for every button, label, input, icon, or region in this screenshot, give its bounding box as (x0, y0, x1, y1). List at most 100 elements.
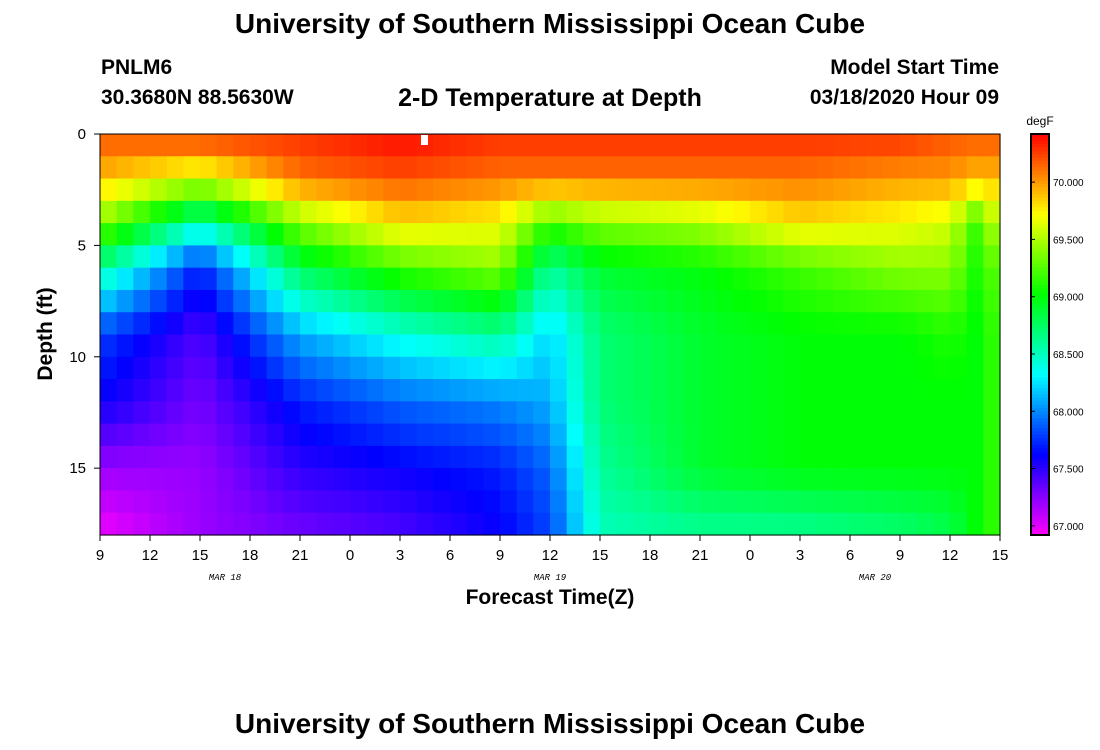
colorbar-segment (1031, 301, 1049, 306)
heatmap-cell (583, 289, 601, 313)
heatmap-cell (933, 423, 951, 447)
heatmap-cell (783, 445, 801, 469)
heatmap-cell (383, 289, 401, 313)
heatmap-cell (933, 289, 951, 313)
heatmap-cell (183, 468, 201, 492)
heatmap-cell (383, 512, 401, 536)
heatmap-cell (933, 490, 951, 514)
heatmap-cell (900, 312, 918, 336)
colorbar-segment (1031, 474, 1049, 479)
heatmap-cell (333, 267, 351, 291)
colorbar-segment (1031, 418, 1049, 422)
heatmap-cell (683, 468, 701, 492)
main-title: University of Southern Mississippi Ocean… (234, 8, 866, 39)
heatmap-cell (816, 468, 834, 492)
heatmap-cell (666, 379, 684, 402)
x-tick-label: 9 (496, 547, 504, 564)
heatmap-cell (483, 512, 501, 536)
heatmap-cell (250, 379, 268, 402)
heatmap-cell (400, 156, 418, 180)
heatmap-cell (716, 445, 734, 469)
heatmap-cell (700, 267, 718, 291)
heatmap-cell (566, 356, 584, 380)
heatmap-cell (100, 423, 118, 447)
heatmap-cell (916, 200, 934, 224)
heatmap-cell (566, 445, 584, 469)
heatmap-cell (916, 134, 934, 157)
heatmap-cell (433, 178, 451, 202)
heatmap-cell (233, 200, 251, 224)
colorbar: 67.000 67.500 68.000 68.500 69.000 69.500 70.0… (1026, 114, 1084, 536)
heatmap-cell (916, 312, 934, 336)
colorbar-segment (1031, 381, 1049, 386)
heatmap-cell (450, 490, 468, 514)
heatmap-cell (616, 468, 634, 492)
colorbar-frame (1030, 133, 1050, 536)
heatmap-cell (666, 156, 684, 180)
heatmap-cell (250, 223, 268, 246)
heatmap-cell (333, 334, 351, 358)
heatmap-cell (616, 312, 634, 336)
heatmap-cell (500, 379, 518, 402)
heatmap-cell (616, 490, 634, 514)
heatmap-cell (216, 178, 234, 202)
colorbar-segment (1031, 471, 1049, 476)
heatmap-cell (400, 134, 418, 157)
heatmap-cell (333, 156, 351, 180)
heatmap-cell (983, 445, 1001, 469)
colorbar-segment (1031, 234, 1049, 239)
heatmap-cell (866, 134, 884, 157)
heatmap-cell (216, 245, 234, 269)
heatmap-cell (466, 289, 484, 313)
heatmap-cell (566, 178, 584, 202)
heatmap-cell (600, 312, 618, 336)
colorbar-segment (1031, 267, 1049, 272)
heatmap-cell (966, 423, 984, 447)
heatmap-cell (250, 267, 268, 291)
heatmap-cell (850, 267, 868, 291)
heatmap-cell (833, 490, 851, 514)
heatmap-cell (750, 156, 768, 180)
colorbar-segment (1031, 387, 1049, 392)
colorbar-segment (1031, 224, 1049, 229)
heatmap-cell (683, 445, 701, 469)
heatmap-cell (116, 200, 134, 224)
heatmap-cell (783, 267, 801, 291)
heatmap-cell (283, 334, 301, 358)
heatmap-cell (316, 223, 334, 246)
x-tick-label: 6 (446, 547, 454, 564)
heatmap-cell (883, 200, 901, 224)
heatmap-cell (116, 267, 134, 291)
x-axis-label: Forecast Time(Z) (466, 586, 635, 609)
heatmap-cell (866, 312, 884, 336)
heatmap-cell (216, 223, 234, 246)
heatmap-cell (650, 178, 668, 202)
heatmap-cell (466, 156, 484, 180)
heatmap-cell (883, 289, 901, 313)
heatmap-cell (666, 468, 684, 492)
heatmap-cell (766, 356, 784, 380)
colorbar-segment (1031, 314, 1049, 319)
heatmap-cell (900, 223, 918, 246)
colorbar-segment (1031, 498, 1049, 503)
heatmap-cell (200, 401, 218, 425)
heatmap-cell (300, 223, 318, 246)
heatmap-cell (250, 468, 268, 492)
heatmap-cell (150, 156, 168, 180)
heatmap-cell (583, 334, 601, 358)
heatmap-cell (183, 490, 201, 514)
heatmap-cell (500, 134, 518, 157)
heatmap-cell (316, 379, 334, 402)
heatmap-cell (300, 289, 318, 313)
heatmap-cell (133, 468, 151, 492)
heatmap-cell (916, 490, 934, 514)
heatmap-cell (133, 423, 151, 447)
heatmap-cell (550, 200, 568, 224)
heatmap-cell (100, 156, 118, 180)
colorbar-segment (1031, 164, 1049, 169)
heatmap-cell (400, 334, 418, 358)
y-tick-label: 15 (69, 460, 86, 477)
heatmap-cell (716, 356, 734, 380)
heatmap-cell (650, 468, 668, 492)
heatmap-cell (883, 512, 901, 536)
